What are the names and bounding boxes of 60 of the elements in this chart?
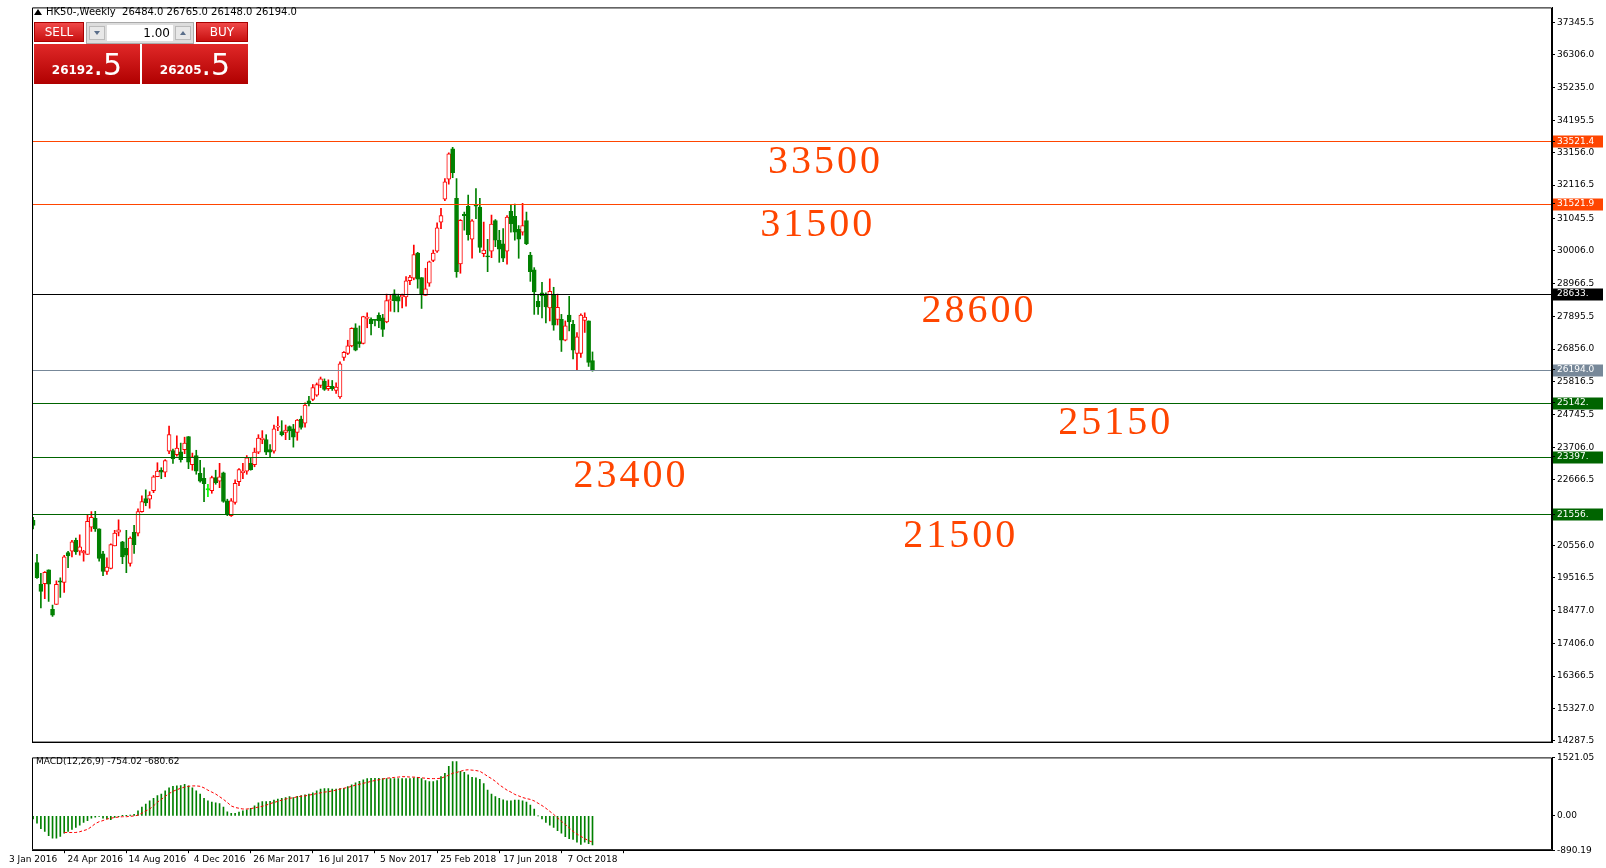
quantity-field: 1.00 — [86, 22, 194, 44]
annotation: 25150 — [1058, 398, 1174, 444]
annotation: 28600 — [921, 286, 1037, 332]
annotation: .5 — [201, 47, 231, 82]
chart-title: MACD(12,26,9) -754.02 -680.62 — [36, 756, 180, 766]
sell-price-box: 26192.5 — [34, 44, 140, 84]
y-tick-label: 23397. — [1557, 451, 1589, 462]
y-tick-label: 31521.9 — [1557, 198, 1595, 209]
y-tick-label: 26856.0 — [1557, 343, 1595, 354]
x-tick-label: 17 Jun 2018 — [503, 853, 558, 864]
buy-price-box: 26205.5 — [142, 44, 248, 84]
y-tick-label: 31045.5 — [1557, 212, 1595, 223]
y-tick-label: -890.19 — [1557, 844, 1593, 855]
y-tick-label: 19516.5 — [1557, 572, 1595, 583]
x-tick-label: 25 Feb 2018 — [440, 853, 497, 864]
y-tick-label: 25142. — [1557, 396, 1589, 407]
y-tick-label: 28966.5 — [1557, 277, 1595, 288]
y-tick-label: 28633. — [1557, 288, 1589, 299]
y-tick-label: 22666.5 — [1557, 474, 1595, 485]
y-tick-label: 37345.5 — [1557, 16, 1595, 27]
annotation: 23400 — [573, 450, 689, 496]
y-tick-label: 16366.5 — [1557, 670, 1595, 681]
y-tick-label: 36306.0 — [1557, 48, 1595, 59]
y-tick-label: 1521.05 — [1557, 751, 1595, 762]
y-tick-label: 23706.0 — [1557, 441, 1595, 452]
x-tick-label: 26 Mar 2017 — [253, 853, 311, 864]
chart-title: HK50-,Weekly 26484.0 26765.0 26148.0 26194.0 — [46, 6, 297, 18]
y-tick-label: 14287.5 — [1557, 735, 1595, 746]
buy-button: BUY — [196, 22, 248, 42]
annotation: 21500 — [903, 510, 1019, 556]
y-tick-label: 21556. — [1557, 508, 1589, 519]
y-tick-label: 33156.0 — [1557, 147, 1595, 158]
x-tick-label: 24 Apr 2016 — [67, 853, 124, 864]
y-tick-label: 0.00 — [1557, 810, 1578, 821]
annotation: 33500 — [767, 137, 883, 183]
y-tick-label: 18477.0 — [1557, 604, 1595, 615]
y-tick-label: 17406.0 — [1557, 637, 1595, 648]
y-tick-label: 35235.0 — [1557, 82, 1595, 93]
x-tick-label: 5 Nov 2017 — [380, 853, 432, 864]
x-tick-label: 3 Jan 2016 — [8, 853, 58, 864]
x-tick-label: 14 Aug 2016 — [128, 853, 187, 864]
y-tick-label: 32116.5 — [1557, 179, 1595, 190]
y-tick-label: 25816.5 — [1557, 375, 1595, 386]
y-tick-label: 30006.0 — [1557, 245, 1595, 256]
x-tick-label: 4 Dec 2016 — [193, 853, 246, 864]
sell-button: SELL — [34, 22, 84, 42]
y-tick-label: 24745.5 — [1557, 409, 1595, 420]
y-tick-label: 15327.0 — [1557, 702, 1595, 713]
annotation: 26205 — [159, 63, 202, 77]
y-tick-label: 26194.0 — [1557, 364, 1595, 375]
y-tick-label: 34195.5 — [1557, 114, 1595, 125]
annotation: 26192 — [51, 63, 94, 77]
y-tick-label: 27895.5 — [1557, 311, 1595, 322]
y-tick-label: 33521.4 — [1557, 135, 1595, 146]
annotation: 31500 — [760, 200, 876, 246]
x-tick-label: 7 Oct 2018 — [567, 853, 618, 864]
y-tick-label: 20556.0 — [1557, 539, 1595, 550]
x-tick-label: 16 Jul 2017 — [318, 853, 370, 864]
annotation: 1.00 — [107, 25, 173, 41]
annotation: .5 — [93, 47, 123, 82]
